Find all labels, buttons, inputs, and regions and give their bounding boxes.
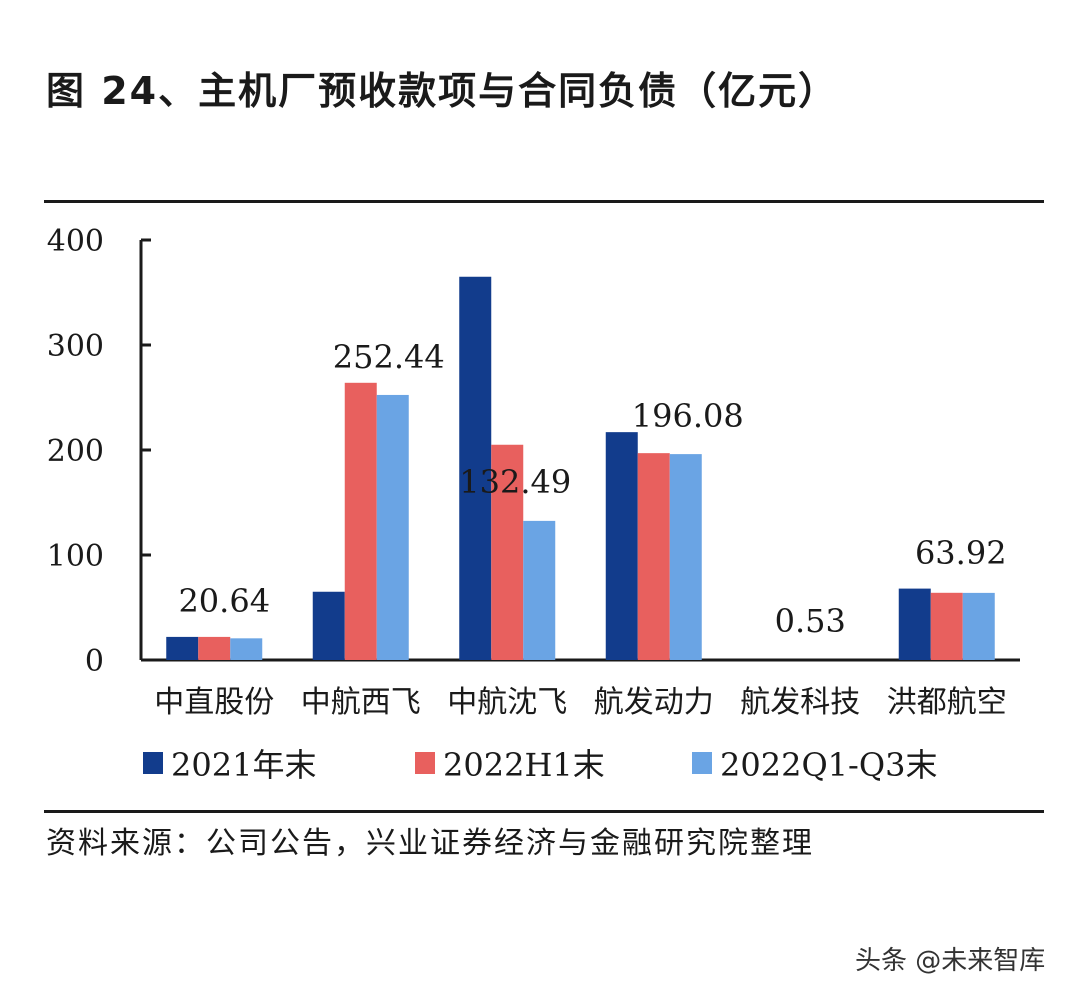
bar-1	[459, 276, 492, 660]
bar-1	[312, 591, 345, 660]
bar-2	[198, 636, 231, 660]
bottom-rule	[44, 810, 1044, 813]
bar-1	[166, 636, 199, 660]
y-tick-label: 100	[47, 539, 104, 574]
data-label: 132.49	[459, 463, 571, 501]
y-tick-label: 400	[47, 224, 104, 259]
bar-1	[898, 588, 931, 660]
y-tick-label: 300	[47, 329, 104, 364]
bar-2	[491, 444, 524, 660]
legend-label: 2022Q1-Q3末	[720, 746, 938, 784]
data-label: 20.64	[178, 582, 270, 620]
bar-3	[962, 592, 995, 660]
data-label: 63.92	[915, 534, 1007, 572]
category-label: 洪都航空	[887, 685, 1007, 720]
legend-swatch	[143, 752, 163, 774]
category-label: 航发科技	[740, 685, 860, 720]
legend-label: 2022H1末	[443, 746, 605, 784]
source-note: 资料来源：公司公告，兴业证券经济与金融研究院整理	[46, 826, 814, 861]
data-label: 196.08	[632, 397, 744, 435]
y-tick-label: 200	[47, 434, 104, 469]
bar-3	[230, 638, 263, 660]
data-label: 252.44	[333, 338, 445, 376]
category-label: 中直股份	[154, 685, 274, 720]
legend-item: 2021年末	[143, 740, 316, 786]
legend-label: 2021年末	[171, 746, 317, 784]
top-rule	[44, 200, 1044, 203]
watermark: 头条 @未来智库	[855, 946, 1046, 976]
bar-3	[523, 520, 556, 660]
legend-swatch	[692, 752, 712, 774]
bar-2	[930, 592, 963, 660]
chart-title: 图 24、主机厂预收款项与合同负债（亿元）	[46, 69, 839, 113]
legend-item: 2022Q1-Q3末	[692, 740, 937, 786]
data-label: 0.53	[775, 602, 846, 640]
bar-1	[605, 432, 638, 660]
bar-2	[637, 453, 670, 660]
bar-3	[376, 394, 409, 660]
chart-legend: 2021年末 2022H1末 2022Q1-Q3末	[0, 740, 1080, 790]
category-label: 航发动力	[594, 685, 714, 720]
category-label: 中航沈飞	[447, 685, 567, 720]
category-label: 中航西飞	[301, 685, 421, 720]
legend-item: 2022H1末	[415, 740, 605, 786]
bar-2	[344, 382, 377, 660]
legend-swatch	[415, 752, 435, 774]
bar-3	[669, 454, 702, 660]
y-tick-label: 0	[85, 644, 104, 679]
bar-chart: 0 100 200 300 400 中直股份 中航西飞 中航沈飞 航发动力 航发科技 洪都航空 20.…	[47, 224, 1020, 720]
